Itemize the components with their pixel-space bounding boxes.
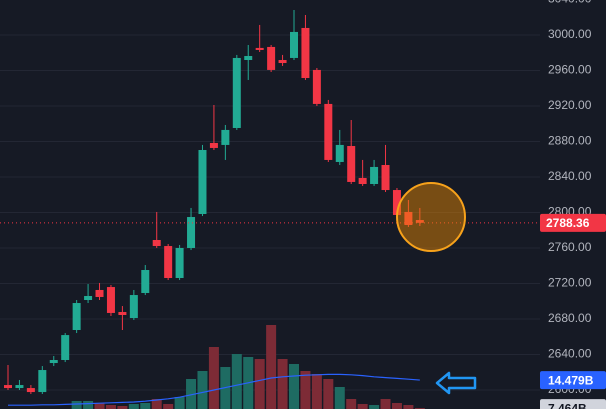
candle-body bbox=[312, 69, 321, 104]
volume-bar bbox=[186, 379, 197, 409]
volume-bar bbox=[117, 406, 128, 409]
volume-bar bbox=[140, 403, 151, 409]
candle-body bbox=[175, 247, 184, 278]
candle-body bbox=[381, 165, 390, 191]
volume-ma-line bbox=[8, 373, 420, 406]
volume-bar bbox=[380, 399, 391, 409]
price-axis-panel bbox=[540, 0, 606, 409]
candle-body bbox=[84, 296, 93, 301]
y-tick-label: 2840.00 bbox=[548, 169, 592, 183]
volume-bar bbox=[311, 374, 322, 409]
candle-body bbox=[301, 27, 310, 79]
candle-body bbox=[15, 385, 24, 389]
volume-bar bbox=[128, 404, 139, 409]
volume-bar bbox=[197, 371, 208, 409]
candle-body bbox=[209, 142, 218, 148]
candle-body bbox=[61, 335, 70, 361]
y-tick-label: 2960.00 bbox=[548, 63, 592, 77]
candle-body bbox=[38, 370, 47, 393]
volume-bar bbox=[300, 371, 311, 409]
volume-bar bbox=[266, 325, 277, 409]
arrow-annotation bbox=[435, 371, 477, 395]
volume-bar bbox=[346, 399, 357, 409]
candle-body bbox=[106, 287, 115, 313]
volume-bar bbox=[163, 404, 174, 409]
volume-tag bbox=[540, 399, 606, 409]
last-price-label: 2788.36 bbox=[546, 216, 590, 230]
y-tick-label: 3040.00 bbox=[548, 0, 592, 6]
candle-body bbox=[4, 385, 12, 389]
candle-body bbox=[267, 46, 276, 70]
candle-body bbox=[347, 146, 356, 182]
candle-body bbox=[141, 270, 150, 293]
volume-bar bbox=[334, 387, 345, 409]
highlight-circle bbox=[396, 182, 466, 252]
volume-bar bbox=[277, 359, 288, 409]
volume-bar bbox=[71, 401, 82, 409]
y-tick-label: 2880.00 bbox=[548, 134, 592, 148]
candle-body bbox=[72, 303, 81, 331]
y-tick-label: 2760.00 bbox=[548, 240, 592, 254]
volume-ma-tag bbox=[540, 371, 606, 390]
candle-body bbox=[26, 388, 35, 393]
volume-bar bbox=[289, 364, 299, 409]
candle-body bbox=[324, 103, 333, 160]
volume-bar bbox=[357, 404, 368, 409]
volume-bar bbox=[174, 397, 185, 409]
candle-body bbox=[415, 220, 424, 223]
candle-body bbox=[49, 360, 58, 364]
candle-body bbox=[118, 311, 127, 316]
y-tick-label: 2680.00 bbox=[548, 311, 592, 325]
volume-bar bbox=[94, 403, 105, 409]
candle-body bbox=[198, 150, 207, 214]
candle-body bbox=[278, 60, 287, 64]
y-tick-label: 2640.00 bbox=[548, 347, 592, 361]
volume-bar bbox=[254, 359, 265, 409]
candle-body bbox=[95, 289, 104, 297]
candle-body bbox=[152, 240, 161, 247]
candle-body bbox=[335, 144, 344, 162]
volume-bar bbox=[403, 405, 414, 409]
volume-bar bbox=[208, 347, 219, 409]
volume-label: 7.464B bbox=[548, 401, 587, 409]
candle-body bbox=[244, 56, 253, 61]
y-tick-label: 3000.00 bbox=[548, 27, 592, 41]
volume-ma-label: 14.479B bbox=[548, 373, 594, 387]
candle-body bbox=[255, 47, 264, 50]
candle-body bbox=[370, 166, 379, 184]
y-tick-label: 2920.00 bbox=[548, 98, 592, 112]
volume-bar bbox=[231, 354, 242, 409]
volume-bar bbox=[369, 405, 380, 409]
candle-body bbox=[129, 295, 138, 319]
candle-body bbox=[187, 217, 196, 248]
volume-bar bbox=[323, 379, 334, 409]
volume-bar bbox=[391, 403, 402, 409]
candle-body bbox=[164, 246, 173, 278]
candle-body bbox=[290, 31, 298, 58]
y-tick-label: 2720.00 bbox=[548, 276, 592, 290]
volume-bar bbox=[83, 401, 94, 409]
candle-body bbox=[232, 57, 241, 128]
volume-bar bbox=[151, 399, 162, 409]
candle-body bbox=[358, 177, 367, 184]
candle-body bbox=[221, 129, 230, 145]
candle-body bbox=[392, 190, 401, 215]
last-price-tag bbox=[540, 213, 606, 232]
candle-body bbox=[404, 211, 413, 226]
volume-bar bbox=[105, 405, 116, 409]
